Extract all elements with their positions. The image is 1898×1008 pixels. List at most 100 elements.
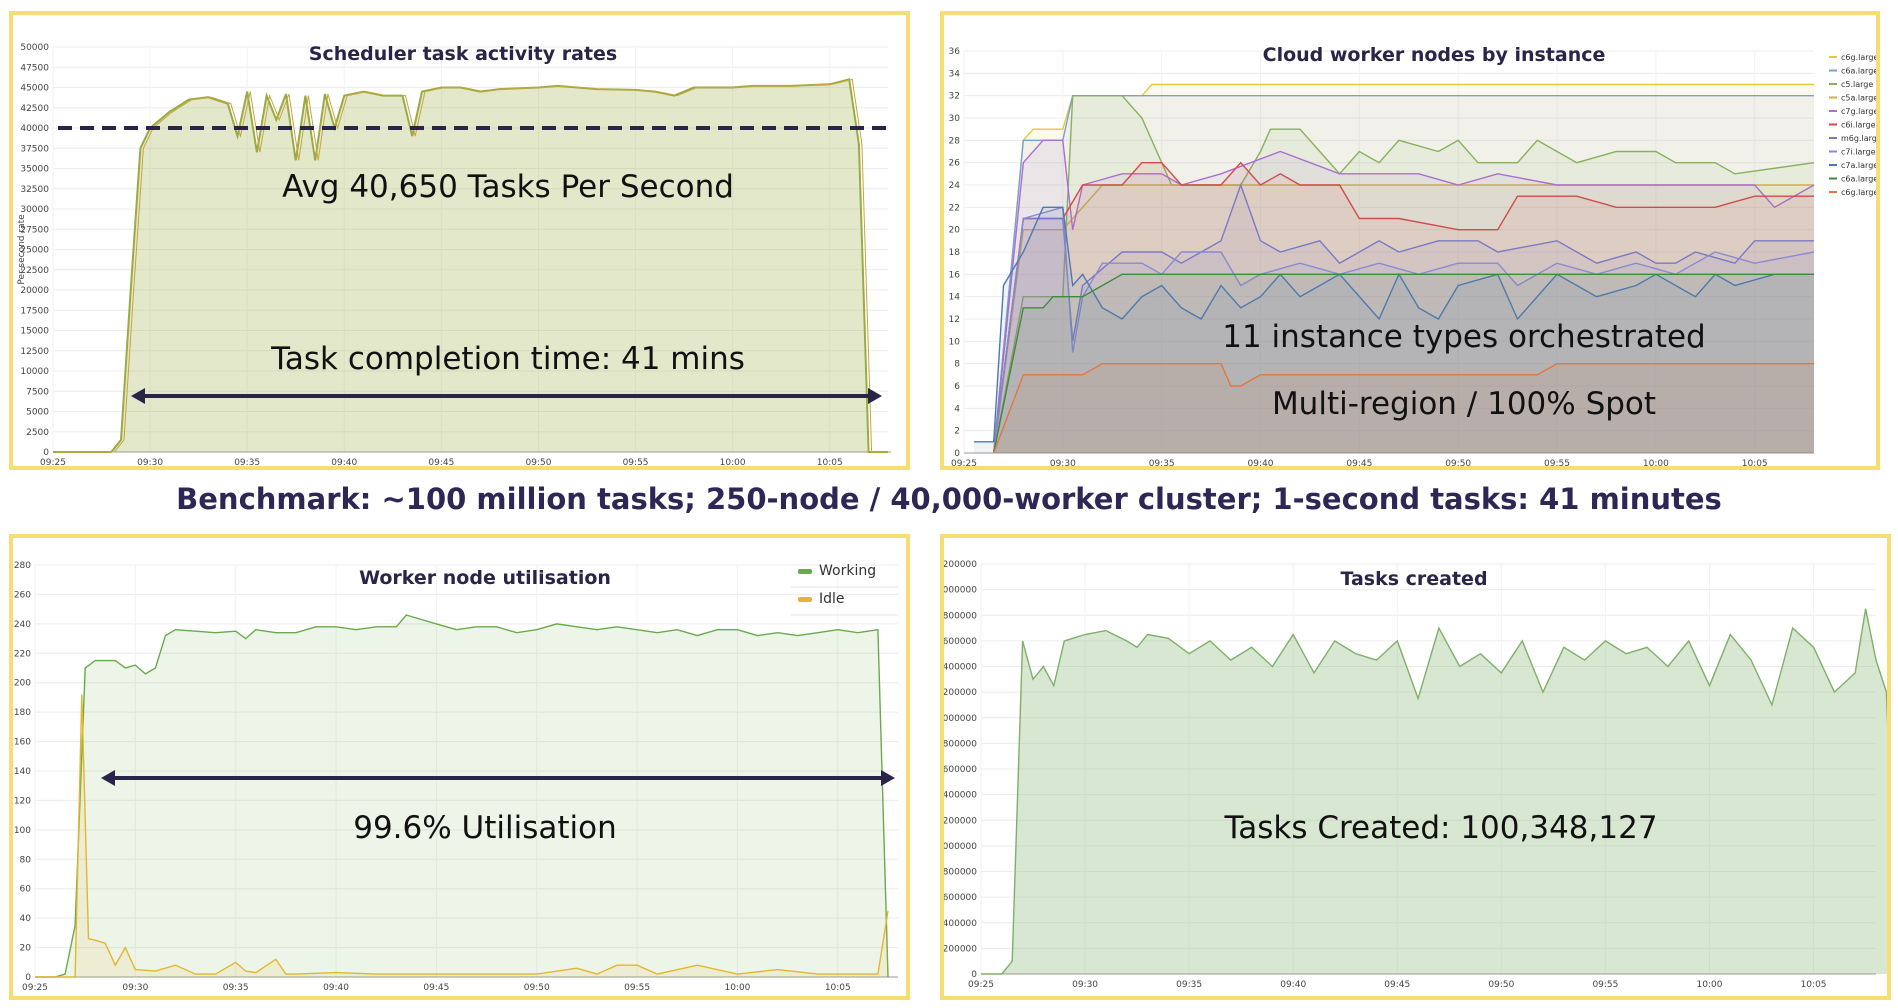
y-tick-label: 32 <box>949 92 960 102</box>
y-tick-label: 37500 <box>20 144 49 154</box>
y-tick-label: 34 <box>949 69 961 79</box>
y-tick-label: 32500 <box>20 185 49 195</box>
y-tick-label: 22 <box>949 203 960 213</box>
series-line <box>973 206 1814 443</box>
x-tick-label: 10:00 <box>720 458 746 466</box>
series-area <box>53 79 888 453</box>
series-line <box>35 694 889 978</box>
legend-label: c7a.large <box>1841 161 1876 170</box>
y-tick-label: 1600000 <box>944 765 977 775</box>
x-tick-label: 09:50 <box>1445 459 1471 466</box>
y-tick-label: 10 <box>949 337 961 347</box>
y-tick-label: 200000 <box>944 944 977 954</box>
chart-title: Tasks created <box>1340 568 1487 590</box>
arrow-head-right <box>881 770 895 786</box>
chart-title: Scheduler task activity rates <box>309 43 617 65</box>
series-line <box>993 139 1815 454</box>
x-tick-label: 09:30 <box>1072 980 1098 990</box>
y-tick-label: 800000 <box>944 868 977 878</box>
legend-label: c5a.large <box>1841 94 1876 103</box>
tasks-created-annotation: Tasks Created: 100,348,127 <box>1223 810 1657 846</box>
x-tick-label: 09:30 <box>1050 459 1076 466</box>
x-tick-label: 09:25 <box>968 980 994 990</box>
y-tick-label: 0 <box>971 970 977 980</box>
series-area <box>993 274 1814 453</box>
x-tick-label: 09:45 <box>423 983 449 993</box>
legend-swatch <box>798 597 812 602</box>
legend-label: c6g.large <box>1841 53 1876 62</box>
y-tick-label: 0 <box>25 973 31 983</box>
created-panel: 0 200000 400000 600000 800000 1000000 1200000 1… <box>940 534 1891 1000</box>
y-tick-label: 1200000 <box>944 816 977 826</box>
legend-label: c7i.large <box>1841 148 1876 157</box>
utilisation-chart: 0 20 40 60 80 100 120 140 160 180 200 220 240 260 280 0… <box>14 561 898 993</box>
y-tick-label: 2800000 <box>944 611 977 621</box>
x-tick-label: 09:45 <box>428 458 454 466</box>
y-tick-label: 36 <box>949 47 961 57</box>
y-axis-label: Per-second rate <box>17 214 27 285</box>
arrow-head-left <box>131 388 145 404</box>
x-tick-label: 09:35 <box>223 983 249 993</box>
series-line <box>993 161 1814 454</box>
y-tick-label: 5000 <box>26 408 49 418</box>
x-tick-label: 09:55 <box>623 458 649 466</box>
x-tick-label: 09:35 <box>1176 980 1202 990</box>
y-tick-label: 20 <box>20 944 32 954</box>
y-tick-label: 45000 <box>20 84 49 94</box>
y-tick-label: 7500 <box>26 387 49 397</box>
y-tick-label: 20000 <box>20 286 49 296</box>
series-line <box>981 608 1887 975</box>
y-tick-label: 2400000 <box>944 663 977 673</box>
x-tick-label: 09:40 <box>323 983 349 993</box>
series-line <box>993 83 1814 454</box>
x-tick-label: 09:55 <box>1544 459 1570 466</box>
y-tick-label: 3000000 <box>944 586 977 596</box>
y-tick-label: 28 <box>949 136 961 146</box>
y-tick-label: 0 <box>43 448 49 458</box>
series-line-secondary <box>56 78 891 453</box>
x-tick-label: 09:50 <box>524 983 550 993</box>
legend-label: c7g.large <box>1841 107 1876 116</box>
legend-label: Working <box>819 563 876 579</box>
chart-title: Cloud worker nodes by instance <box>1263 44 1606 66</box>
scheduler-chart: 0 2500 5000 7500 10000 12500 15000 17500 20000 22… <box>17 43 891 466</box>
y-tick-label: 16 <box>949 270 961 280</box>
y-tick-label: 140 <box>14 767 31 777</box>
y-tick-label: 10000 <box>20 367 49 377</box>
legend-label: c6a.large <box>1841 175 1876 184</box>
x-tick-label: 09:40 <box>331 458 357 466</box>
y-tick-label: 3200000 <box>944 560 977 570</box>
legend-swatch <box>798 569 812 574</box>
legend-label: c6g.large <box>1841 188 1876 197</box>
y-tick-label: 35000 <box>20 165 49 175</box>
y-tick-label: 1800000 <box>944 739 977 749</box>
y-tick-label: 60 <box>20 885 32 895</box>
y-tick-label: 100 <box>14 826 31 836</box>
y-tick-label: 260 <box>14 590 31 600</box>
x-tick-label: 09:45 <box>1346 459 1372 466</box>
legend-label: c6i.large <box>1841 121 1876 130</box>
y-tick-label: 1400000 <box>944 791 977 801</box>
y-tick-label: 40000 <box>20 124 49 134</box>
y-tick-label: 42500 <box>20 104 49 114</box>
y-tick-label: 240 <box>14 620 31 630</box>
y-tick-label: 2200000 <box>944 688 977 698</box>
y-tick-label: 280 <box>14 561 31 571</box>
y-tick-label: 27500 <box>20 225 49 235</box>
x-tick-label: 09:35 <box>1149 459 1175 466</box>
y-tick-label: 400000 <box>944 919 977 929</box>
instances-panel: 0 2 4 6 8 10 12 14 16 18 20 22 24 26 28 30 32 34 36 09:25 09… <box>940 11 1880 470</box>
arrow-head-right <box>868 388 882 404</box>
series-area <box>993 84 1814 453</box>
x-tick-label: 09:30 <box>137 458 163 466</box>
legend-label: m6g.large <box>1841 134 1876 143</box>
series-area <box>993 162 1814 453</box>
arrow-head-left <box>101 770 115 786</box>
x-tick-label: 09:35 <box>234 458 260 466</box>
x-tick-label: 09:25 <box>951 459 977 466</box>
y-tick-label: 8 <box>954 360 960 370</box>
benchmark-headline: Benchmark: ~100 million tasks; 250-node … <box>176 482 1722 516</box>
y-tick-label: 12500 <box>20 347 49 357</box>
y-tick-label: 40 <box>20 914 32 924</box>
legend-label: Idle <box>819 591 845 607</box>
